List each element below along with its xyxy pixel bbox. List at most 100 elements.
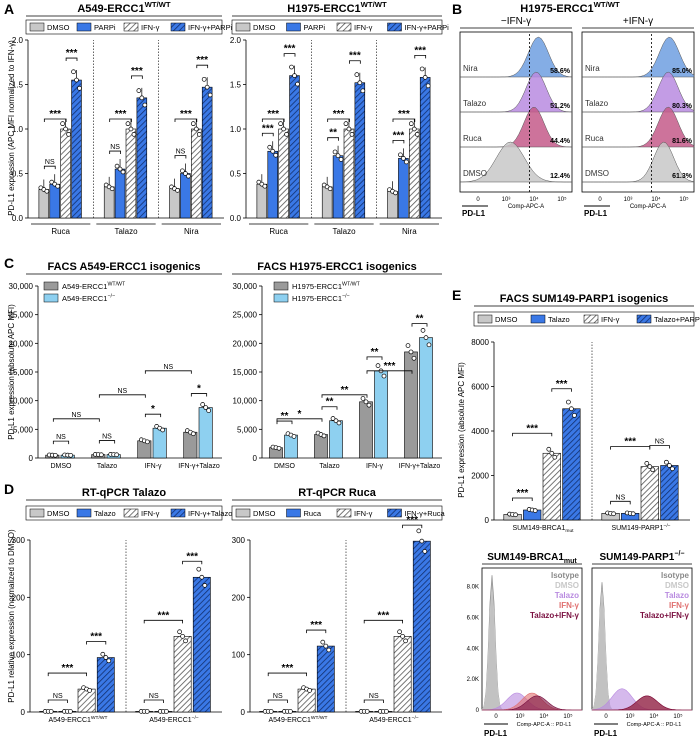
panel-a-point: [196, 131, 202, 137]
panel-a2-tick-label: 1.0: [230, 125, 242, 134]
panel-c-point: [206, 408, 212, 413]
panel-a2-bracket: [349, 60, 361, 64]
panel-d-bracket: [47, 672, 87, 677]
panel-c-tick-label: 20,000: [9, 339, 34, 348]
panel-c2-point: [363, 399, 369, 405]
panel-e-bracket: [551, 388, 572, 392]
panel-e-y-axis-label: PD-L1 expression (absolute APC MFI): [457, 362, 466, 498]
panel-c2-point: [426, 342, 432, 348]
panel-a2-bar: [343, 128, 355, 219]
panel-b-row-label: Ruca: [463, 134, 482, 143]
panel-c-sig-label: NS: [117, 388, 127, 395]
panel-a-bar: [49, 183, 60, 219]
panel-d-tick-label: 300: [12, 536, 26, 545]
panel-a2-bracket: [283, 53, 296, 57]
panel-e-point: [549, 450, 555, 456]
panel-a2-point: [398, 152, 403, 158]
panel-e-title: FACS SUM149-PARP1 isogenics: [500, 293, 669, 305]
panel-a-sig-label: ***: [196, 55, 208, 66]
panel-a-bar: [60, 128, 71, 219]
panel-e-legend-swatch: [636, 314, 652, 324]
panel-e-bar: [660, 465, 679, 521]
panel-d-title: RT-qPCR Talazo: [82, 487, 166, 499]
panel-c2-sig-label: **: [281, 411, 289, 422]
panel-a2-bracket: [414, 54, 427, 59]
panel-a-point: [44, 188, 50, 194]
panel-a-bracket: [43, 118, 67, 122]
panel-a-point: [190, 121, 196, 127]
panel-c2-point: [321, 433, 327, 439]
panel-d2-bar: [412, 540, 431, 713]
panel-d-sig-label: ***: [62, 663, 74, 674]
panel-a2-tick-label: 1.5: [230, 81, 242, 90]
panel-d-sig-label: NS: [53, 693, 63, 700]
panel-a-legend-label: PARPi: [94, 23, 116, 32]
panel-a-point: [71, 69, 76, 75]
panel-d2-group-label: A549-ERCC1WT/WT: [269, 715, 328, 724]
panel-a2-point: [273, 152, 279, 158]
panel-d-bar: [96, 657, 115, 713]
panel-a-bar: [136, 97, 148, 219]
panel-a-point: [204, 84, 210, 90]
panel-c2-group-label: IFN-γ+Talazo: [399, 463, 441, 470]
panel-d2-tick-label: 200: [232, 593, 246, 602]
panel-a2-point: [332, 149, 338, 155]
panel-b-tick-label: 10⁴: [529, 196, 539, 203]
panel-d-point: [177, 629, 182, 635]
panel-d2-title: RT-qPCR Ruca: [298, 487, 377, 499]
panel-a-point: [186, 173, 191, 179]
panel-c-bracket: [98, 440, 116, 444]
panel-e2-legend-label: Isotype: [551, 571, 580, 580]
panel-a2-sig-label: ***: [414, 45, 426, 56]
panel-c2-point: [381, 373, 387, 379]
panel-e2-tick-label: 10⁵: [673, 713, 683, 720]
panel-d-legend-label: IFN-γ: [141, 509, 160, 518]
panel-a2-sig-label: ***: [262, 123, 274, 134]
panel-a-point: [55, 183, 61, 189]
panel-a-y-axis-label: PD-L1 expression (APC MFI normalized to …: [7, 40, 16, 216]
panel-c-sig-label: NS: [71, 412, 81, 419]
panel-d-bracket: [143, 619, 183, 624]
panel-b-histogram: [459, 141, 572, 183]
panel-e-sig-label: ***: [624, 437, 636, 448]
panel-b-row-label: Talazo: [585, 99, 609, 108]
panel-b-row-label: Nira: [585, 64, 600, 73]
panel-c2-bracket: [276, 420, 293, 425]
panel-a-bracket: [174, 118, 198, 122]
panel-e-group-label: SUM149-PARP1−/−: [611, 523, 670, 532]
panel-c-legend-label: A549-ERCC1−/−: [62, 294, 115, 303]
panel-d-tick-label: 0: [21, 708, 26, 717]
panel-c-bracket: [98, 394, 146, 398]
panel-label-b: B: [452, 1, 462, 17]
panel-d2-point: [320, 639, 326, 645]
panel-e-tick-label: 0: [485, 516, 490, 525]
panel-c-point: [160, 427, 166, 433]
panel-a2-tick-label: 2.0: [230, 36, 242, 45]
panel-c-point: [200, 402, 206, 407]
panel-e2-legend-label: Talazo+IFN-γ: [530, 611, 580, 620]
panel-e2-box: [591, 567, 693, 711]
panel-d2-bar: [393, 636, 412, 713]
panel-a2-bar: [332, 155, 344, 219]
panel-a2-point: [281, 126, 286, 132]
panel-c-sig-label: *: [197, 384, 201, 395]
panel-c2-bar: [404, 351, 418, 459]
panel-e2-legend-label: Talazo: [665, 591, 689, 600]
panel-c2-point: [375, 363, 381, 368]
panel-c-legend-swatch: [43, 281, 59, 291]
panel-a-point: [131, 131, 137, 137]
panel-a-bar: [201, 86, 213, 219]
panel-d-legend-swatch: [29, 508, 45, 518]
panel-a2-bar: [278, 128, 289, 219]
panel-a-group-label: Talazo: [114, 227, 138, 236]
panel-d2-bracket: [363, 699, 384, 703]
panel-a-tick-label: 0.5: [12, 170, 24, 179]
panel-d2-point: [326, 647, 332, 653]
panel-a-tick-label: 2.0: [12, 36, 24, 45]
panel-c2-bar: [419, 337, 433, 459]
panel-a2-point: [327, 186, 333, 192]
panel-a-legend-swatch: [76, 22, 92, 32]
panel-a2-point: [408, 121, 414, 127]
panel-d-point: [87, 688, 92, 693]
panel-c2-point: [408, 349, 414, 355]
